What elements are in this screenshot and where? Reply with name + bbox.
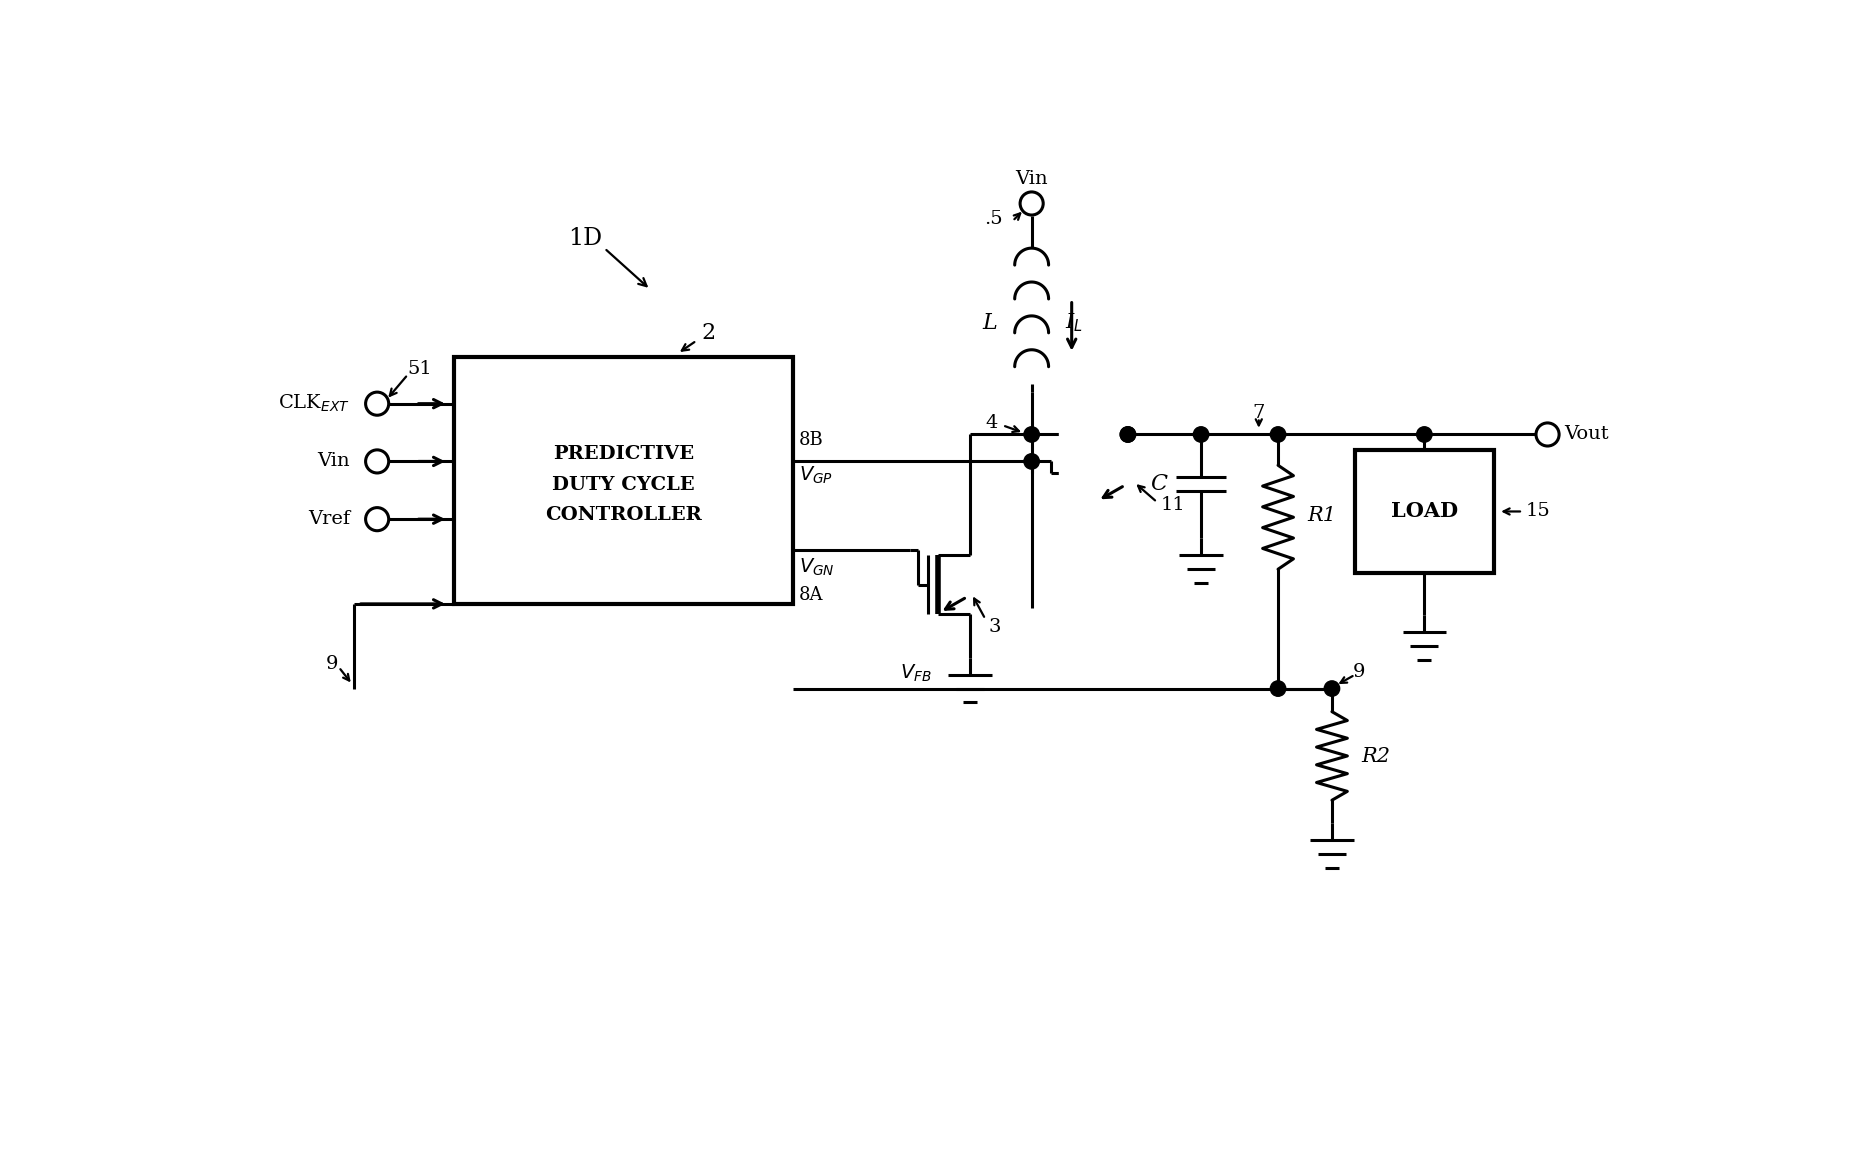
FancyBboxPatch shape	[455, 357, 793, 604]
Text: 15: 15	[1527, 502, 1551, 521]
Text: 8A: 8A	[799, 586, 823, 604]
Text: Vout: Vout	[1564, 426, 1609, 443]
Text: I$_L$: I$_L$	[1065, 312, 1083, 334]
Text: Vin: Vin	[1016, 170, 1048, 188]
Text: L: L	[982, 312, 997, 334]
Text: CONTROLLER: CONTROLLER	[544, 506, 702, 525]
Circle shape	[1194, 427, 1209, 442]
Text: R2: R2	[1362, 747, 1390, 765]
Circle shape	[1270, 680, 1285, 697]
Polygon shape	[1059, 427, 1132, 512]
Circle shape	[1121, 427, 1136, 442]
Text: $V_{GN}$: $V_{GN}$	[799, 556, 834, 578]
Text: DUTY CYCLE: DUTY CYCLE	[552, 476, 694, 493]
Circle shape	[365, 507, 389, 530]
Text: .5: .5	[984, 209, 1003, 228]
Circle shape	[1023, 427, 1040, 442]
Circle shape	[1270, 427, 1285, 442]
Circle shape	[365, 450, 389, 473]
Text: 4: 4	[986, 414, 997, 431]
Text: C: C	[1151, 472, 1168, 494]
Text: Vref: Vref	[309, 511, 350, 528]
Text: Vin: Vin	[318, 452, 350, 470]
Text: 8B: 8B	[799, 430, 823, 449]
Text: 2: 2	[702, 322, 715, 344]
Text: 51: 51	[408, 361, 432, 378]
Circle shape	[1325, 680, 1340, 697]
FancyBboxPatch shape	[1355, 450, 1493, 573]
Circle shape	[1416, 427, 1431, 442]
Text: R1: R1	[1308, 506, 1336, 525]
Circle shape	[1020, 192, 1044, 215]
Text: 11: 11	[1160, 497, 1184, 514]
Text: PREDICTIVE: PREDICTIVE	[554, 444, 694, 463]
Text: $V_{GP}$: $V_{GP}$	[799, 465, 833, 486]
Text: 1D: 1D	[569, 227, 602, 250]
Text: LOAD: LOAD	[1390, 501, 1458, 521]
Text: 7: 7	[1252, 404, 1265, 422]
Text: 9: 9	[326, 655, 339, 673]
Circle shape	[1023, 454, 1040, 469]
Circle shape	[1121, 427, 1136, 442]
Circle shape	[1536, 423, 1559, 447]
Text: 3: 3	[988, 618, 1001, 636]
Text: CLK$_{EXT}$: CLK$_{EXT}$	[279, 393, 350, 414]
Text: 9: 9	[1353, 663, 1366, 680]
Text: $V_{FB}$: $V_{FB}$	[900, 663, 932, 684]
Circle shape	[365, 392, 389, 415]
